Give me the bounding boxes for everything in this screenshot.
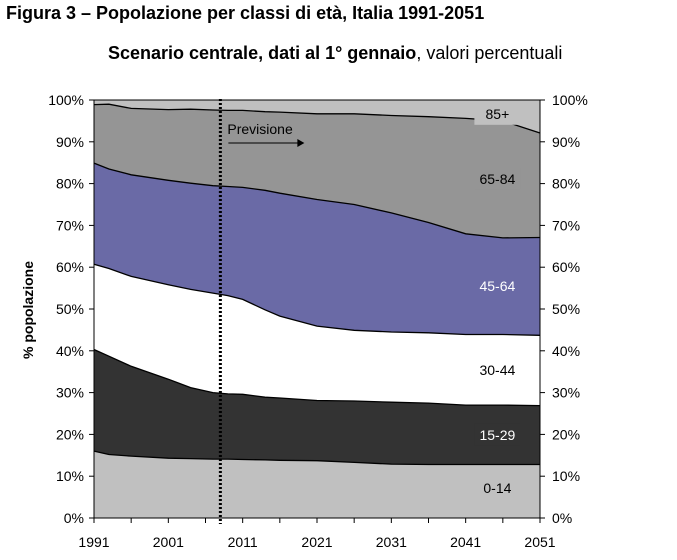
x-tick-label: 1991 <box>78 534 109 550</box>
y-tick-label-left: 60% <box>56 259 84 275</box>
band-label-30-44: 30-44 <box>479 362 515 378</box>
y-tick-label-right: 0% <box>552 510 572 526</box>
band-labels: 0-14 15-29 30-44 45-64 65-84 85+ <box>474 102 521 499</box>
area-30-44 <box>94 264 540 406</box>
y-tick-label-left: 30% <box>56 385 84 401</box>
band-label-bg-30-44 <box>474 358 521 381</box>
y-tick-label-left: 10% <box>56 468 84 484</box>
y-tick-label-left: 90% <box>56 134 84 150</box>
y-tick-label-right: 80% <box>552 176 580 192</box>
area-65-84 <box>94 104 540 238</box>
y-tick-label-left: 40% <box>56 343 84 359</box>
y-axis-label: % popolazione <box>20 261 36 359</box>
x-tick-label: 2041 <box>450 534 481 550</box>
x-tick-label: 2031 <box>376 534 407 550</box>
forecast-arrow-head <box>297 139 305 147</box>
y-tick-label-right: 40% <box>552 343 580 359</box>
area-0-14 <box>94 451 540 518</box>
area-85+ <box>94 100 540 133</box>
y-tick-label-left: 20% <box>56 426 84 442</box>
y-tick-label-right: 20% <box>552 426 580 442</box>
chart-subtitle-rest: , valori percentuali <box>416 43 563 63</box>
boundary-line-45-64 <box>93 162 541 239</box>
chart-subtitle: Scenario centrale, dati al 1° gennaio, v… <box>108 43 562 64</box>
y-tick-label-right: 50% <box>552 301 580 317</box>
band-outlines <box>93 103 541 466</box>
area-45-64 <box>94 163 540 336</box>
chart-subtitle-bold: Scenario centrale, dati al 1° gennaio <box>108 43 417 63</box>
y-tick-label-right: 100% <box>552 92 588 108</box>
y-tick-label-right: 90% <box>552 134 580 150</box>
y-tick-label-left: 50% <box>56 301 84 317</box>
band-label-15-29: 15-29 <box>479 427 515 443</box>
boundary-line-30-44 <box>93 263 541 336</box>
axes: 0% 0% 10% 10% 20% 20% 30% 30% 40% 40% 50% 50% 60% 60%… <box>48 92 588 550</box>
annotations: Previsione <box>218 99 305 524</box>
band-label-bg-15-29 <box>474 423 521 446</box>
y-tick-label-right: 10% <box>552 468 580 484</box>
x-tick-label: 2051 <box>524 534 555 550</box>
area-series-group <box>94 100 540 518</box>
y-tick-label-right: 30% <box>552 385 580 401</box>
y-tick-label-right: 60% <box>552 259 580 275</box>
band-label-bg-65-84 <box>474 167 521 190</box>
band-label-bg-45-64 <box>474 274 521 297</box>
y-tick-label-right: 70% <box>552 217 580 233</box>
band-label-bg-85+ <box>474 102 521 125</box>
y-tick-label-left: 100% <box>48 92 84 108</box>
band-label-45-64: 45-64 <box>479 278 515 294</box>
x-tick-label: 2001 <box>153 534 184 550</box>
band-label-bg-0-14 <box>474 476 521 499</box>
boundary-line-65-84 <box>93 103 541 134</box>
chart-title: Figura 3 – Popolazione per classi di età… <box>6 3 485 23</box>
y-tick-label-left: 70% <box>56 217 84 233</box>
x-tick-label: 2021 <box>301 534 332 550</box>
band-label-0-14: 0-14 <box>483 480 511 496</box>
y-tick-label-left: 0% <box>64 510 84 526</box>
boundary-line-15-29 <box>93 348 541 407</box>
band-label-85+: 85+ <box>486 106 510 122</box>
boundary-line-0-14 <box>93 450 540 466</box>
x-tick-label: 2011 <box>228 534 258 550</box>
area-15-29 <box>94 349 540 465</box>
band-label-65-84: 65-84 <box>479 171 515 187</box>
y-tick-label-left: 80% <box>56 176 84 192</box>
forecast-label: Previsione <box>227 121 293 137</box>
